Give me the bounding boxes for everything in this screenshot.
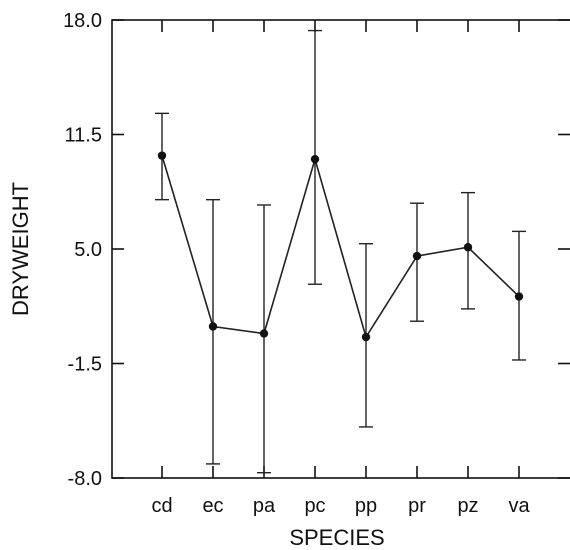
x-tick-label: ec bbox=[202, 495, 223, 517]
x-axis-title: SPECIES bbox=[289, 525, 384, 550]
x-tick-label: pz bbox=[457, 495, 478, 517]
y-tick-label: -8.0 bbox=[68, 468, 102, 490]
y-axis-title: DRYWEIGHT bbox=[8, 182, 33, 316]
series-line bbox=[161, 155, 520, 340]
y-tick-label: -1.5 bbox=[68, 354, 102, 376]
x-tick-label: pc bbox=[304, 495, 325, 517]
data-point bbox=[463, 243, 473, 252]
data-point bbox=[361, 332, 371, 342]
error-bars bbox=[155, 29, 526, 474]
x-tick-label: pp bbox=[355, 495, 377, 517]
x-axis: cd ec pa pc pp pr pz va bbox=[151, 20, 530, 517]
data-points bbox=[157, 151, 524, 342]
y-tick-label: 11.5 bbox=[65, 125, 102, 147]
y-axis: 18.0 11.5 5.0 -1.5 -8.0 bbox=[63, 10, 570, 490]
data-point bbox=[412, 251, 422, 261]
x-tick-label: pa bbox=[253, 495, 276, 517]
data-point bbox=[310, 154, 320, 164]
data-point bbox=[514, 292, 524, 301]
x-tick-label: pr bbox=[408, 495, 426, 517]
y-tick-label: 5.0 bbox=[74, 239, 102, 261]
x-tick-label: cd bbox=[151, 495, 172, 517]
data-point bbox=[259, 329, 269, 338]
y-tick-label: 18.0 bbox=[63, 10, 102, 32]
data-point bbox=[208, 322, 218, 331]
data-point bbox=[157, 151, 167, 160]
x-tick-label: va bbox=[508, 495, 530, 517]
